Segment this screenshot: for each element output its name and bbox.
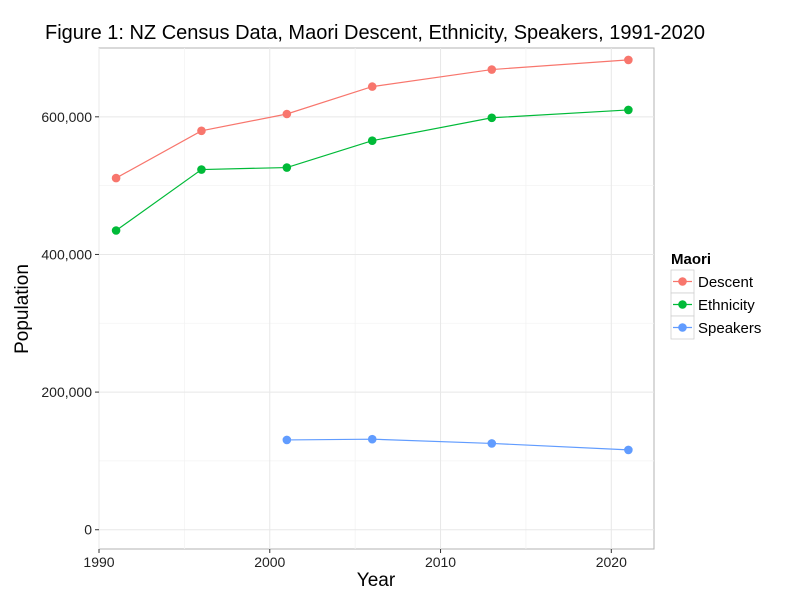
data-point-ethnicity bbox=[367, 136, 377, 145]
data-point-speakers bbox=[367, 434, 377, 444]
x-tick-label: 1990 bbox=[83, 554, 114, 570]
data-point-ethnicity bbox=[197, 165, 206, 174]
data-point-ethnicity bbox=[111, 226, 121, 235]
legend-key-point bbox=[678, 300, 687, 309]
data-point-descent bbox=[487, 65, 497, 74]
series-ethnicity bbox=[111, 105, 633, 235]
y-axis-title: Population bbox=[12, 264, 33, 354]
legend-key-point bbox=[678, 323, 687, 332]
legend-item-speakers: Speakers bbox=[670, 315, 761, 340]
legend-key-point bbox=[678, 277, 687, 286]
plot-panel bbox=[98, 47, 655, 550]
data-point-ethnicity bbox=[487, 113, 497, 123]
x-axis: 1990 2000 2010 2020 bbox=[83, 549, 627, 570]
y-tick-label: 400,000 bbox=[41, 246, 92, 262]
legend-item-descent: Descent bbox=[670, 269, 754, 294]
data-point-speakers bbox=[624, 445, 633, 455]
x-axis-title: Year bbox=[357, 570, 396, 591]
y-tick-label: 600,000 bbox=[41, 109, 92, 125]
legend: Maori Descent Ethnicity Speakers bbox=[670, 251, 761, 340]
series-descent bbox=[111, 55, 633, 183]
series-line-speakers bbox=[286, 438, 629, 451]
x-tick-label: 2000 bbox=[254, 554, 285, 570]
data-point-descent bbox=[367, 82, 377, 91]
y-tick-label: 0 bbox=[84, 522, 92, 538]
y-tick-label: 200,000 bbox=[41, 384, 92, 400]
data-point-descent bbox=[624, 55, 633, 65]
legend-label-speakers: Speakers bbox=[698, 320, 761, 337]
plot-area bbox=[98, 47, 655, 550]
y-axis: 0 200,000 400,000 600,000 bbox=[41, 109, 99, 538]
legend-item-ethnicity: Ethnicity bbox=[670, 292, 755, 317]
data-point-ethnicity bbox=[624, 105, 633, 115]
data-point-speakers bbox=[282, 435, 292, 445]
data-point-descent bbox=[282, 109, 292, 119]
legend-title: Maori bbox=[671, 251, 711, 268]
chart-title: Figure 1: NZ Census Data, Maori Descent,… bbox=[45, 22, 705, 44]
x-tick-label: 2010 bbox=[425, 554, 456, 570]
data-point-descent bbox=[197, 126, 206, 136]
data-point-speakers bbox=[487, 439, 497, 448]
series-line-ethnicity bbox=[115, 109, 629, 231]
legend-label-descent: Descent bbox=[698, 274, 754, 291]
x-tick-label: 2020 bbox=[596, 554, 627, 570]
legend-label-ethnicity: Ethnicity bbox=[698, 297, 755, 314]
series-line-descent bbox=[115, 59, 629, 179]
data-point-descent bbox=[111, 173, 121, 183]
series-speakers bbox=[282, 434, 633, 455]
data-point-ethnicity bbox=[282, 163, 292, 172]
